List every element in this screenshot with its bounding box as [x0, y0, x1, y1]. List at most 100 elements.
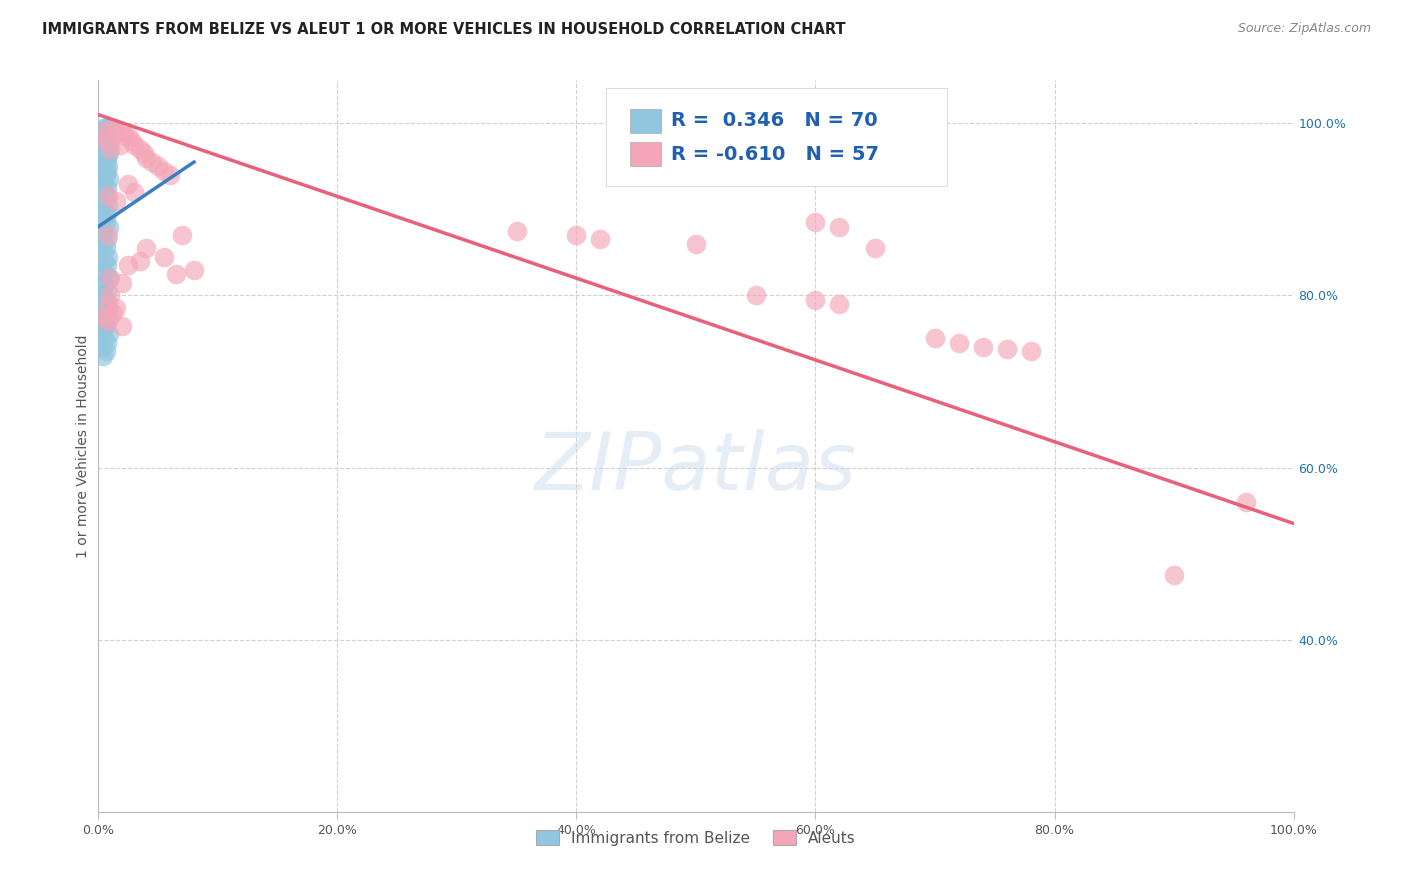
Point [98, 219, 121, 234]
Point [97, 314, 120, 328]
Point [96, 134, 118, 148]
Point [93, 228, 115, 243]
Point [91, 125, 114, 139]
Point [93, 177, 115, 191]
Point [129, 254, 152, 268]
Point [98, 129, 121, 144]
Point [101, 305, 124, 319]
Point [183, 262, 205, 277]
Point [91, 155, 114, 169]
Point [135, 151, 157, 165]
Point [1019, 344, 1042, 359]
Point [91, 159, 114, 173]
Point [1234, 495, 1257, 509]
Point [91, 211, 114, 225]
Point [91, 194, 114, 208]
Point [94, 189, 117, 203]
Point [129, 142, 152, 156]
Point [91, 137, 114, 152]
Point [98, 288, 122, 302]
Point [94, 293, 117, 307]
Point [745, 288, 768, 302]
Point [589, 232, 612, 246]
Point [159, 168, 181, 182]
Point [96, 335, 118, 350]
Point [105, 194, 128, 208]
Point [828, 219, 851, 234]
Point [108, 137, 131, 152]
Point [124, 137, 146, 152]
Point [98, 271, 121, 285]
Text: R =  0.346   N = 70: R = 0.346 N = 70 [671, 111, 877, 130]
Point [98, 172, 121, 186]
Point [141, 155, 163, 169]
Point [96, 284, 118, 298]
Point [685, 236, 707, 251]
Point [111, 125, 134, 139]
Point [98, 146, 121, 161]
Point [91, 288, 114, 302]
Point [97, 301, 120, 316]
Point [98, 271, 122, 285]
Point [91, 245, 114, 260]
Point [91, 262, 114, 277]
Point [96, 163, 118, 178]
Point [94, 215, 117, 229]
Point [91, 297, 114, 311]
Point [804, 293, 827, 307]
Point [91, 224, 114, 238]
Point [94, 129, 117, 144]
Legend: Immigrants from Belize, Aleuts: Immigrants from Belize, Aleuts [530, 823, 862, 852]
Point [94, 142, 117, 156]
Point [111, 276, 134, 290]
Point [93, 151, 115, 165]
Point [172, 228, 194, 243]
Point [91, 168, 114, 182]
Point [132, 146, 155, 161]
Point [97, 250, 120, 264]
Point [97, 142, 120, 156]
Point [114, 129, 136, 144]
Point [96, 232, 118, 246]
Point [93, 202, 115, 217]
Point [91, 340, 114, 354]
Point [97, 228, 120, 243]
Point [96, 151, 118, 165]
Point [865, 241, 887, 255]
Point [94, 134, 117, 148]
Point [91, 185, 114, 199]
Text: ZIPatlas: ZIPatlas [534, 429, 858, 507]
Point [93, 280, 115, 294]
Point [148, 159, 170, 173]
Point [105, 301, 128, 316]
Y-axis label: 1 or more Vehicles in Household: 1 or more Vehicles in Household [76, 334, 90, 558]
Point [93, 310, 115, 324]
Point [91, 236, 114, 251]
Point [91, 120, 114, 135]
Point [121, 134, 143, 148]
Point [804, 215, 827, 229]
Point [93, 163, 115, 178]
Point [98, 327, 121, 342]
Point [101, 120, 124, 135]
Point [91, 323, 114, 337]
Point [153, 250, 176, 264]
Point [94, 318, 117, 333]
Point [96, 207, 118, 221]
Point [91, 125, 114, 139]
Point [93, 331, 115, 345]
Point [94, 155, 117, 169]
Point [98, 142, 122, 156]
Point [91, 172, 114, 186]
Text: IMMIGRANTS FROM BELIZE VS ALEUT 1 OR MORE VEHICLES IN HOUSEHOLD CORRELATION CHAR: IMMIGRANTS FROM BELIZE VS ALEUT 1 OR MOR… [42, 22, 846, 37]
Point [93, 137, 115, 152]
Point [96, 310, 118, 324]
Point [91, 146, 114, 161]
FancyBboxPatch shape [606, 87, 948, 186]
Text: R = -0.610   N = 57: R = -0.610 N = 57 [671, 145, 879, 163]
Point [972, 340, 994, 354]
Point [105, 125, 128, 139]
Point [924, 331, 946, 345]
Point [97, 297, 120, 311]
Point [97, 120, 120, 135]
